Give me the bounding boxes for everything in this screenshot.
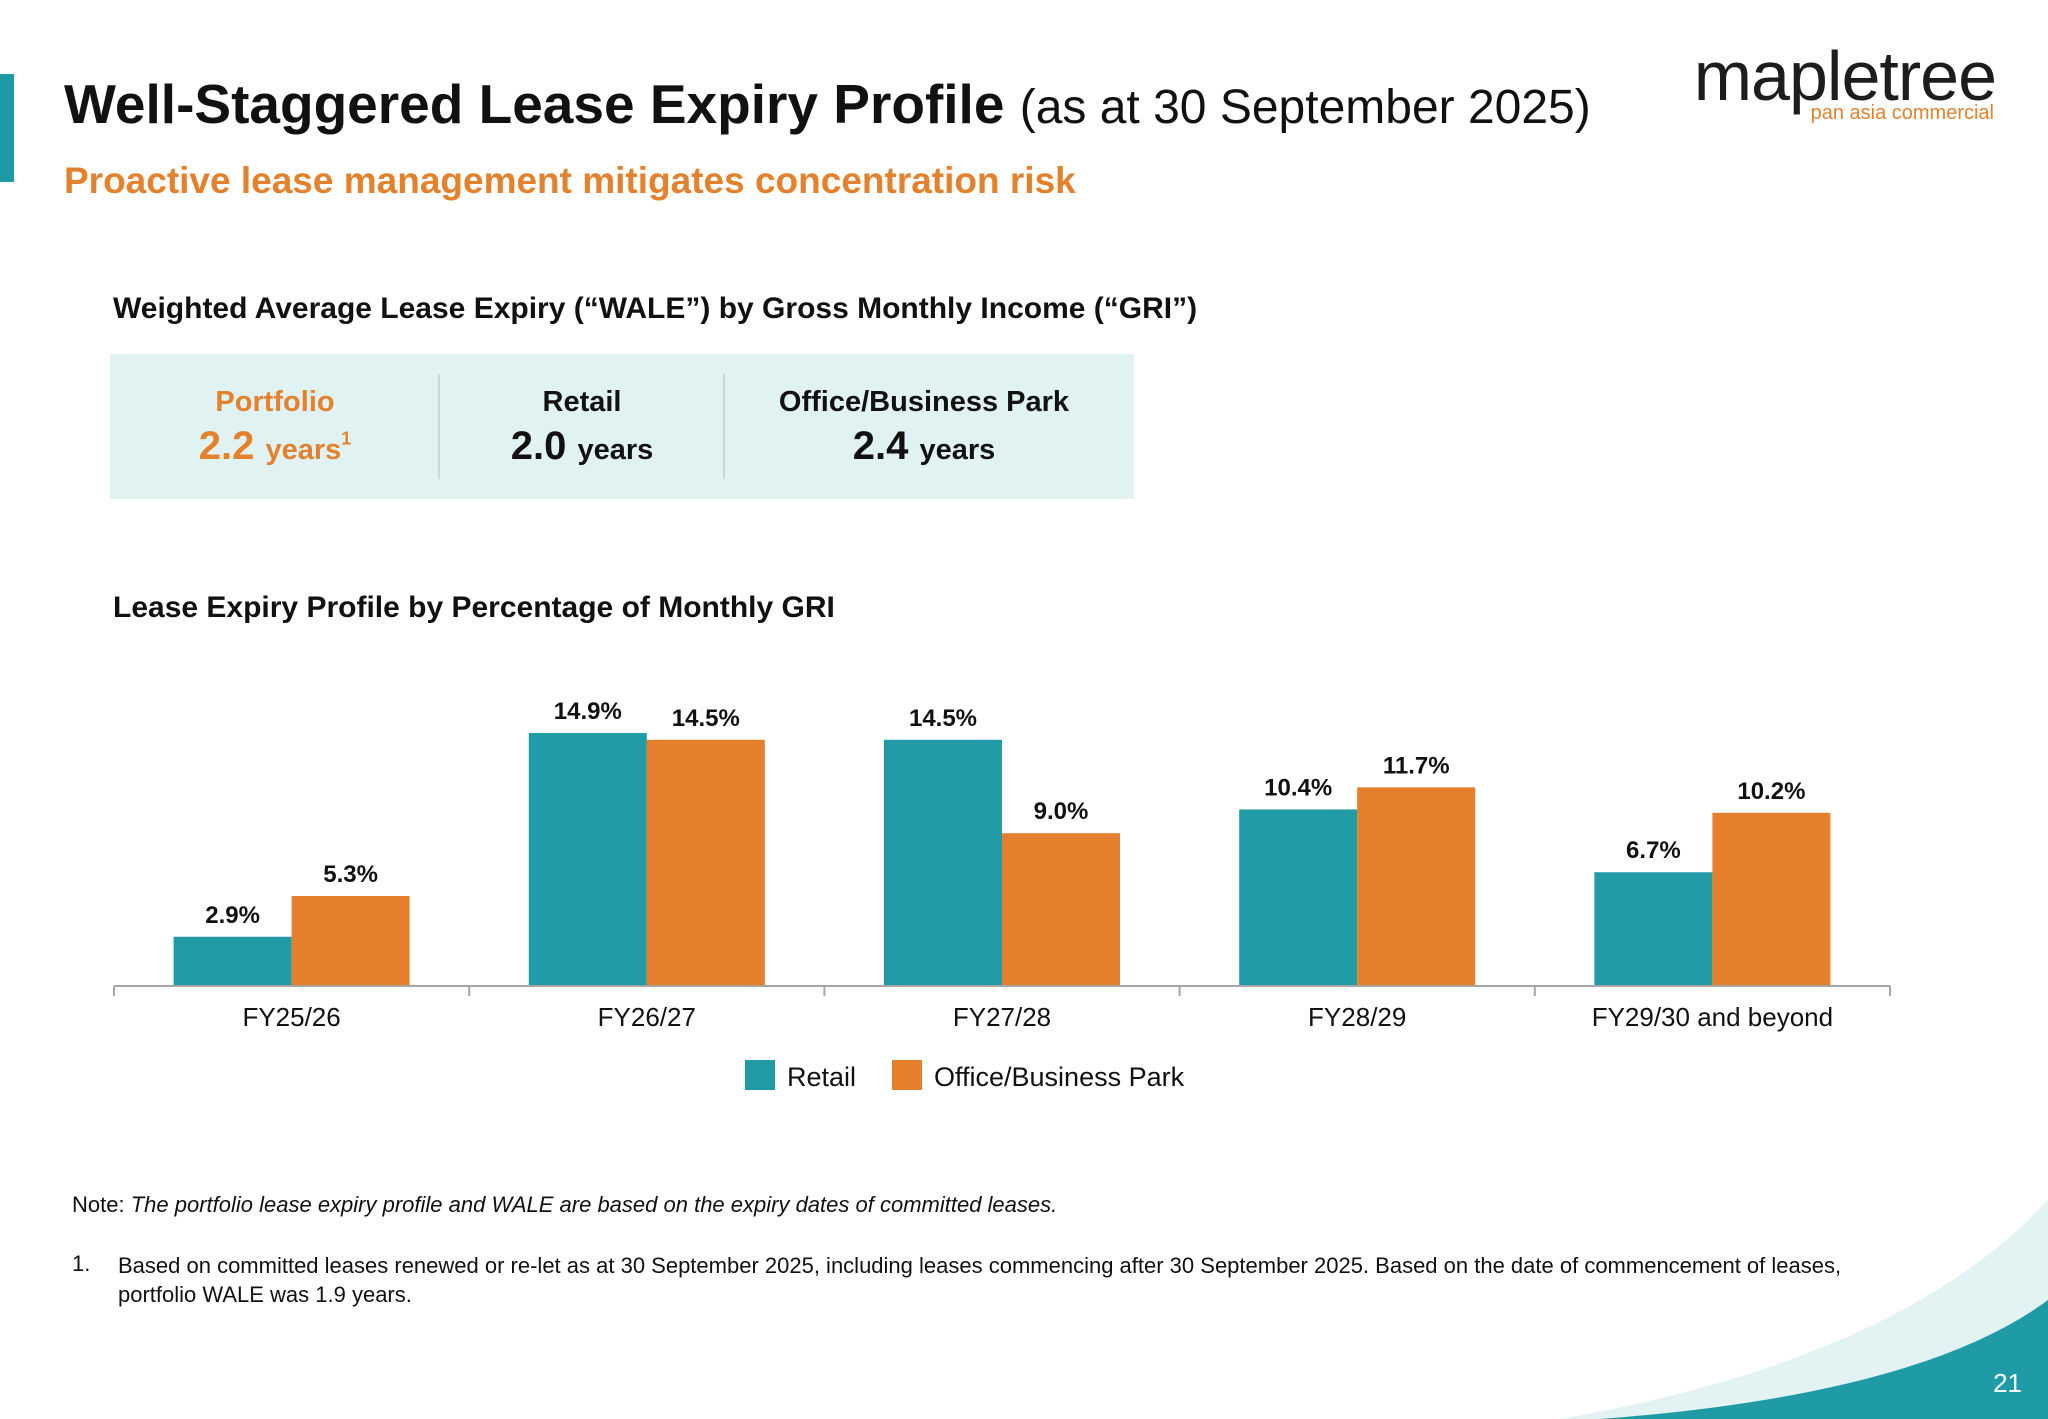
data-label: 11.7%	[1383, 752, 1450, 779]
wale-office: Office/Business Park 2.4 years	[724, 354, 1124, 499]
footnote-text: Based on committed leases renewed or re-…	[118, 1253, 1842, 1307]
data-label: 6.7%	[1626, 837, 1681, 864]
office-bar	[646, 739, 765, 986]
mapletree-logo: mapletree pan asia commercial	[1694, 36, 2000, 136]
data-label: 10.4%	[1264, 774, 1332, 801]
x-tick-label: FY28/29	[1308, 1002, 1406, 1032]
legend-label: Office/Business Park	[934, 1062, 1185, 1092]
data-label: 5.3%	[323, 861, 378, 888]
legend-swatch	[892, 1060, 922, 1090]
office-bar	[1357, 787, 1476, 986]
office-bar	[291, 896, 410, 986]
wale-portfolio-footnote-mark: 1	[341, 428, 352, 449]
wale-portfolio-label: Portfolio	[215, 386, 335, 418]
x-tick-label: FY26/27	[598, 1002, 696, 1032]
wale-retail-number: 2.0	[510, 424, 567, 468]
wale-portfolio-number: 2.2	[198, 424, 255, 468]
legend-label: Retail	[787, 1062, 856, 1092]
wale-office-number: 2.4	[852, 424, 909, 468]
footnote-number: 1.	[72, 1251, 91, 1276]
x-tick-label: FY25/26	[242, 1002, 340, 1032]
wale-retail-unit: years	[577, 434, 654, 466]
wale-office-label: Office/Business Park	[778, 386, 1070, 418]
retail-bar	[884, 739, 1002, 986]
x-tick-label: FY29/30 and beyond	[1592, 1002, 1833, 1032]
title-accent-bar	[0, 74, 14, 182]
wale-retail: Retail 2.0 years	[440, 354, 724, 499]
retail-bar	[1594, 872, 1713, 986]
wale-divider	[723, 374, 725, 479]
page-subtitle: Proactive lease management mitigates con…	[64, 160, 1076, 201]
data-label: 9.0%	[1034, 798, 1089, 825]
wale-portfolio-value: 2.2 years1	[110, 424, 440, 469]
wale-portfolio: Portfolio 2.2 years1	[110, 354, 440, 499]
wale-office-value: 2.4 years	[724, 424, 1124, 469]
retail-bar	[1239, 809, 1358, 986]
wale-portfolio-unit: years	[265, 434, 342, 466]
wale-office-unit: years	[919, 434, 996, 466]
retail-bar	[528, 733, 647, 986]
office-bar	[1712, 812, 1831, 986]
legend-swatch	[745, 1060, 775, 1090]
page-number: 21	[1993, 1368, 2022, 1398]
logo-tagline: pan asia commercial	[1810, 102, 1994, 124]
data-label: 14.5%	[672, 705, 740, 732]
note-text: The portfolio lease expiry profile and W…	[130, 1192, 1058, 1217]
chart-title: Lease Expiry Profile by Percentage of Mo…	[113, 591, 835, 624]
page-title: Well-Staggered Lease Expiry Profile (as …	[64, 72, 1591, 136]
data-label: 10.2%	[1737, 778, 1805, 805]
wale-retail-label: Retail	[542, 386, 622, 418]
title-main: Well-Staggered Lease Expiry Profile	[64, 73, 1005, 135]
note: Note: The portfolio lease expiry profile…	[72, 1192, 1057, 1218]
wale-retail-value: 2.0 years	[440, 424, 724, 469]
wale-heading: Weighted Average Lease Expiry (“WALE”) b…	[113, 292, 1198, 325]
title-date: (as at 30 September 2025)	[1019, 81, 1591, 134]
wale-summary-box: Portfolio 2.2 years1 Retail 2.0 years Of…	[110, 354, 1134, 499]
retail-bar	[173, 936, 292, 986]
data-label: 2.9%	[205, 902, 260, 929]
note-prefix: Note:	[72, 1192, 125, 1217]
office-bar	[1002, 833, 1120, 986]
x-tick-label: FY27/28	[953, 1002, 1051, 1032]
wale-divider	[438, 374, 440, 479]
data-label: 14.9%	[554, 698, 622, 725]
data-label: 14.5%	[909, 705, 977, 732]
logo-wordmark: mapletree	[1693, 37, 1997, 115]
